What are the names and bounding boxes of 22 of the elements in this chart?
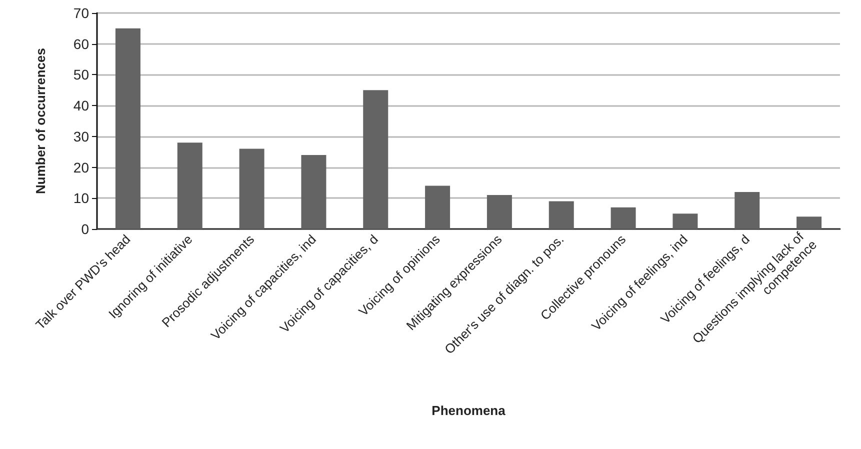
- y-tick-label: 40: [73, 98, 90, 114]
- bar: [796, 216, 822, 229]
- y-tick-label: 60: [73, 36, 90, 52]
- bar: [301, 154, 326, 229]
- bar: [486, 195, 512, 229]
- y-tick-label: 0: [81, 221, 90, 237]
- y-tick-label: 10: [73, 190, 90, 206]
- bar: [239, 148, 264, 229]
- y-axis-title: Number of occurrences: [33, 48, 48, 194]
- bar: [115, 28, 140, 229]
- bar: [548, 201, 574, 229]
- bar: [177, 142, 202, 229]
- bar: [734, 192, 760, 229]
- bar: [672, 214, 698, 229]
- bar: [425, 186, 450, 229]
- x-axis-title: Phenomena: [432, 403, 506, 418]
- y-tick-label: 30: [73, 128, 90, 144]
- bar: [363, 90, 388, 229]
- y-tick-label: 50: [73, 66, 90, 83]
- bar: [610, 207, 636, 229]
- y-tick-label: 20: [73, 159, 90, 176]
- y-tick-label: 70: [73, 5, 90, 21]
